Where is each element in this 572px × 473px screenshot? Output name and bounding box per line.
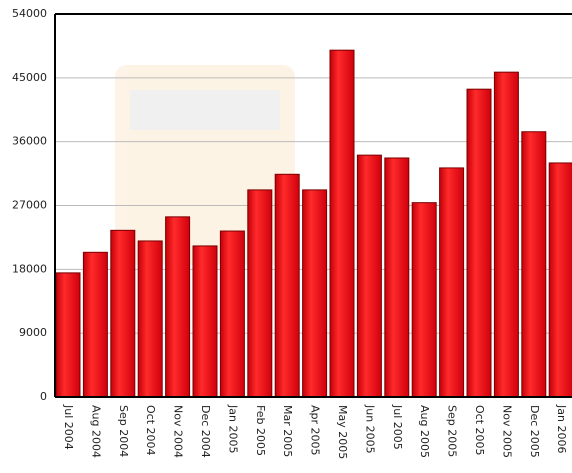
y-tick-label: 27000 — [12, 199, 47, 212]
bar — [466, 88, 492, 398]
y-tick-label: 36000 — [12, 135, 47, 148]
x-tick-label: Aug 2005 — [418, 405, 431, 458]
x-tick-label: Sep 2005 — [446, 405, 459, 457]
bar — [329, 49, 355, 398]
bar — [493, 71, 519, 398]
y-tick-label: 0 — [40, 390, 47, 403]
y-tick-label: 45000 — [12, 71, 47, 84]
x-tick-label: Feb 2005 — [254, 405, 267, 456]
bar — [302, 189, 328, 398]
x-tick-label: Mar 2005 — [281, 405, 294, 457]
x-tick-label: Oct 2004 — [144, 405, 157, 456]
x-tick-label: May 2005 — [336, 405, 349, 459]
x-tick-label: Dec 2005 — [528, 405, 541, 458]
bar — [110, 229, 136, 398]
x-tick-label: Apr 2005 — [309, 405, 322, 456]
x-tick-label: Sep 2004 — [117, 405, 130, 457]
y-tick-label: 54000 — [12, 7, 47, 20]
bar — [247, 189, 273, 398]
x-tick-label: Jul 2004 — [62, 404, 75, 450]
y-tick-label: 9000 — [19, 326, 47, 339]
bar — [165, 216, 191, 398]
x-tick-label: Nov 2004 — [172, 405, 185, 458]
x-tick-label: Jan 2006 — [555, 404, 568, 453]
x-tick-label: Jul 2005 — [391, 404, 404, 450]
bar — [137, 240, 163, 398]
bar — [356, 154, 382, 398]
x-tick-label: Oct 2005 — [473, 405, 486, 456]
bar — [219, 230, 245, 398]
x-tick-label: Jun 2005 — [363, 404, 376, 454]
y-tick-label: 18000 — [12, 262, 47, 275]
bar — [521, 131, 547, 398]
x-tick-label: Nov 2005 — [500, 405, 513, 458]
bar — [439, 167, 465, 398]
x-tick-label: Dec 2004 — [199, 405, 212, 458]
bar — [411, 202, 437, 398]
bar — [548, 162, 572, 398]
x-tick-label: Aug 2004 — [89, 405, 102, 458]
bar — [192, 245, 218, 398]
bar — [82, 251, 108, 398]
bar — [55, 272, 81, 398]
x-tick-label: Jan 2005 — [226, 404, 239, 453]
bar — [384, 157, 410, 398]
bar — [274, 173, 300, 398]
